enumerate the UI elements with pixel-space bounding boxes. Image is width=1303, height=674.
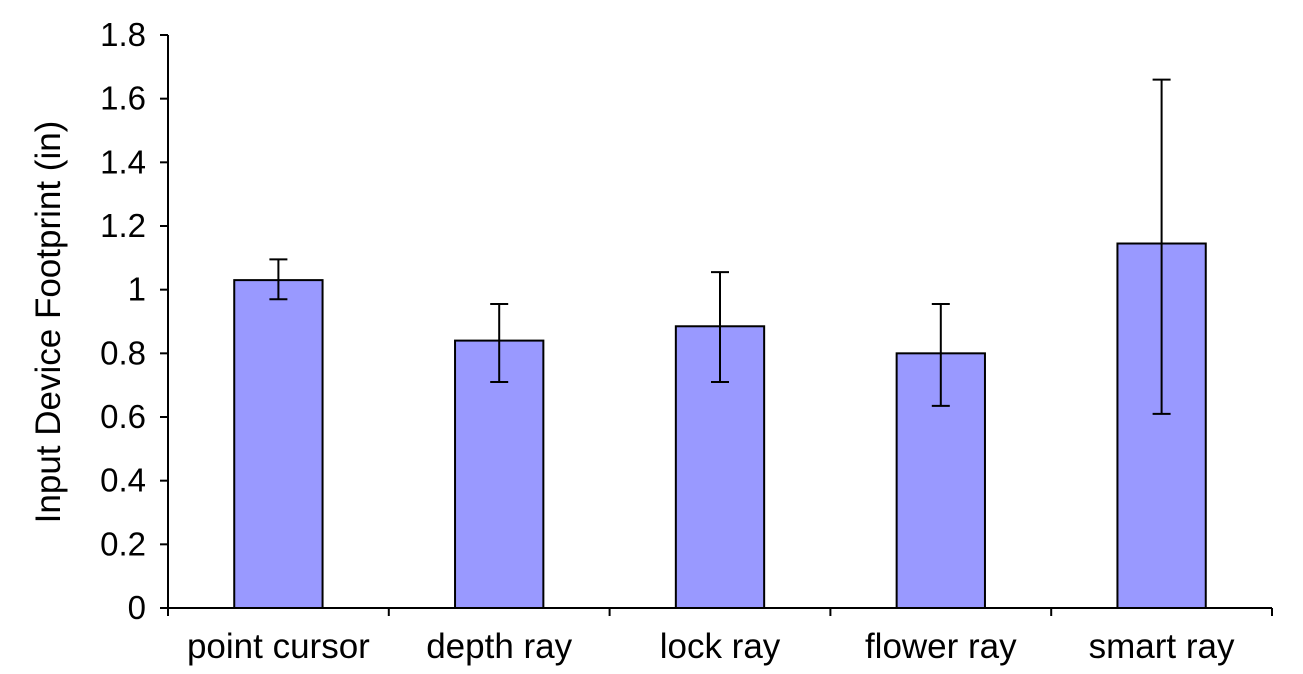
y-tick-label: 0: [128, 589, 146, 626]
y-tick-label: 1.6: [100, 80, 146, 117]
y-axis-ticks: 0 0.2 0.4 0.6 0.8 1 1.2 1.4 1.6 1.8: [100, 16, 168, 626]
y-tick-label: 1.8: [100, 16, 146, 53]
error-bar: [1152, 78, 1171, 415]
y-tick-label: 0.4: [100, 462, 146, 499]
bar: [454, 339, 545, 609]
y-tick-label: 0.2: [100, 525, 146, 562]
x-category-label: depth ray: [426, 627, 572, 666]
error-bar: [711, 271, 729, 383]
bar: [233, 279, 324, 609]
y-tick-label: 1.2: [100, 207, 146, 244]
y-tick-label: 1: [128, 271, 146, 308]
plot-area: [233, 78, 1207, 610]
error-bar: [490, 302, 509, 383]
y-axis-title: Input Device Footprint (in): [29, 121, 68, 524]
x-category-label: point cursor: [187, 627, 370, 666]
y-tick-label: 0.6: [100, 398, 146, 435]
x-category-label: lock ray: [660, 627, 781, 666]
x-category-label: smart ray: [1089, 627, 1235, 666]
error-bar: [269, 258, 288, 301]
y-tick-label: 1.4: [100, 143, 146, 180]
x-axis-ticks: point cursor depth ray lock ray flower ray s…: [167, 608, 1273, 666]
error-bar: [931, 302, 950, 407]
y-tick-label: 0.8: [100, 334, 146, 371]
x-category-label: flower ray: [865, 627, 1017, 666]
